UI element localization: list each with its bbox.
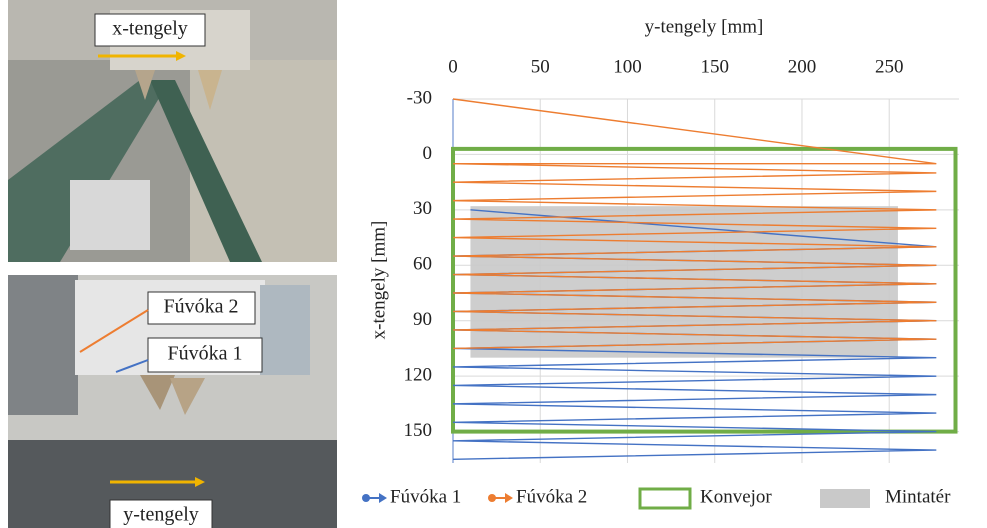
x-tick-label: 250 — [875, 56, 904, 77]
plot: 0 50 100 150 200 250 -30 0 30 60 90 120 150 Fúvóka 1 F… — [362, 56, 959, 510]
legend-label: Fúvóka 2 — [516, 486, 587, 507]
legend-swatch — [820, 489, 870, 508]
x-tick-label: 100 — [613, 56, 642, 77]
y-tick-label: 150 — [404, 420, 433, 441]
legend-label: Fúvóka 1 — [390, 486, 461, 507]
series-line — [452, 98, 937, 350]
photo-label: Fúvóka 2 — [164, 296, 239, 318]
x-tick-label: 200 — [788, 56, 817, 77]
photo-top: x-tengely — [8, 0, 337, 262]
photo-label: y-tengely — [123, 504, 199, 526]
legend-label: Mintatér — [885, 486, 951, 507]
y-tick-label: 0 — [423, 143, 433, 164]
x-tick-label: 50 — [531, 56, 550, 77]
legend-label: Konvejor — [700, 486, 772, 507]
legend-swatch — [638, 487, 692, 510]
photo-bottom: Fúvóka 2 Fúvóka 1 y-tengely — [8, 275, 337, 528]
legend-arrow — [379, 493, 387, 503]
x-tick-label: 0 — [448, 56, 458, 77]
y-tick-label: 30 — [413, 198, 432, 219]
x-axis-title: y-tengely [mm] — [645, 16, 764, 37]
photo-label: x-tengely — [112, 18, 188, 40]
x-tick-label: 150 — [700, 56, 729, 77]
region — [451, 146, 958, 434]
y-tick-label: 120 — [404, 365, 433, 386]
y-tick-label: -30 — [407, 87, 432, 108]
y-axis-title: x-tengely [mm] — [368, 221, 389, 340]
y-tick-label: 90 — [413, 309, 432, 330]
y-tick-label: 60 — [413, 254, 432, 275]
photo-label: Fúvóka 1 — [168, 343, 243, 365]
legend-arrow — [505, 493, 513, 503]
